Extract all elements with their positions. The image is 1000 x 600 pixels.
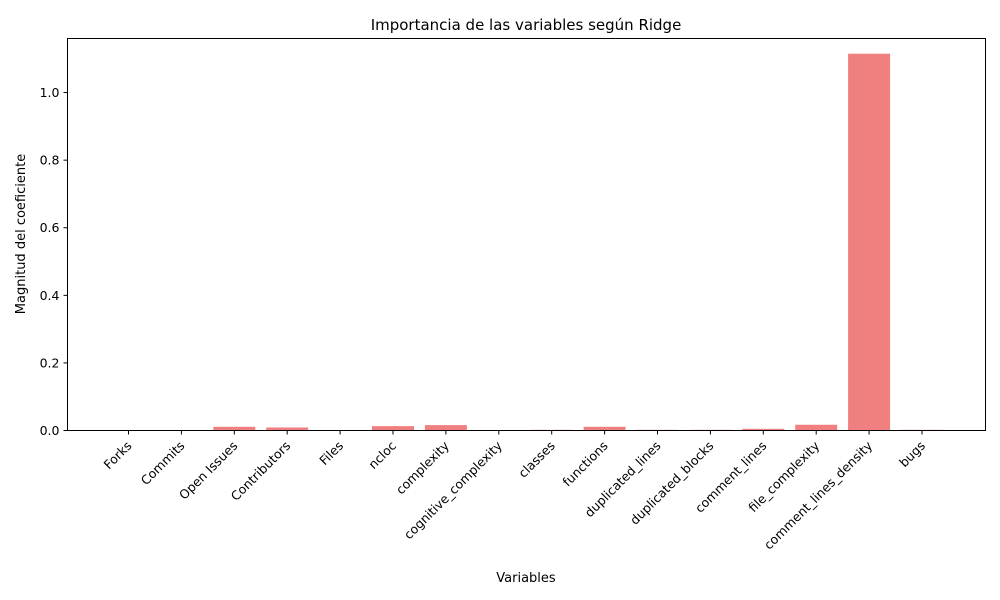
plot-frame (67, 38, 986, 431)
x-tick-label: cognitive_complexity (401, 438, 506, 543)
x-tick-label: ncloc (365, 438, 399, 472)
y-tick-label: 0.4 (40, 288, 60, 303)
x-tick-label: comment_lines_density (761, 438, 876, 553)
bar-functions (583, 426, 626, 431)
bar-comment-lines-density (848, 53, 891, 431)
x-tick-label: Files (316, 438, 346, 468)
y-tick-label: 0.8 (40, 153, 60, 168)
x-tick-label: bugs (896, 438, 928, 470)
y-tick-label: 0.0 (40, 423, 60, 438)
bar-open-issues (213, 426, 256, 431)
bar-ncloc (372, 426, 414, 431)
y-axis-label: Magnitud del coeficiente (14, 154, 29, 314)
bar-comment-lines (742, 428, 785, 431)
y-tick-label: 0.6 (40, 220, 60, 235)
x-tick-label: classes (515, 438, 558, 481)
y-tick-label: 0.2 (40, 355, 60, 370)
y-tick-label: 1.0 (40, 85, 60, 100)
x-tick-label: functions (559, 438, 610, 489)
x-tick-label: Commits (138, 438, 188, 488)
bar-complexity (424, 425, 467, 431)
x-tick-label: Forks (100, 438, 134, 472)
chart-title: Importancia de las variables según Ridge (371, 16, 682, 34)
bars-group (107, 53, 943, 431)
bar-file-complexity (795, 424, 838, 431)
x-axis-label: Variables (496, 571, 556, 586)
y-axis-ticks: 0.0 0.2 0.4 0.6 0.8 1.0 (40, 85, 68, 438)
bar-contributors (266, 427, 309, 431)
